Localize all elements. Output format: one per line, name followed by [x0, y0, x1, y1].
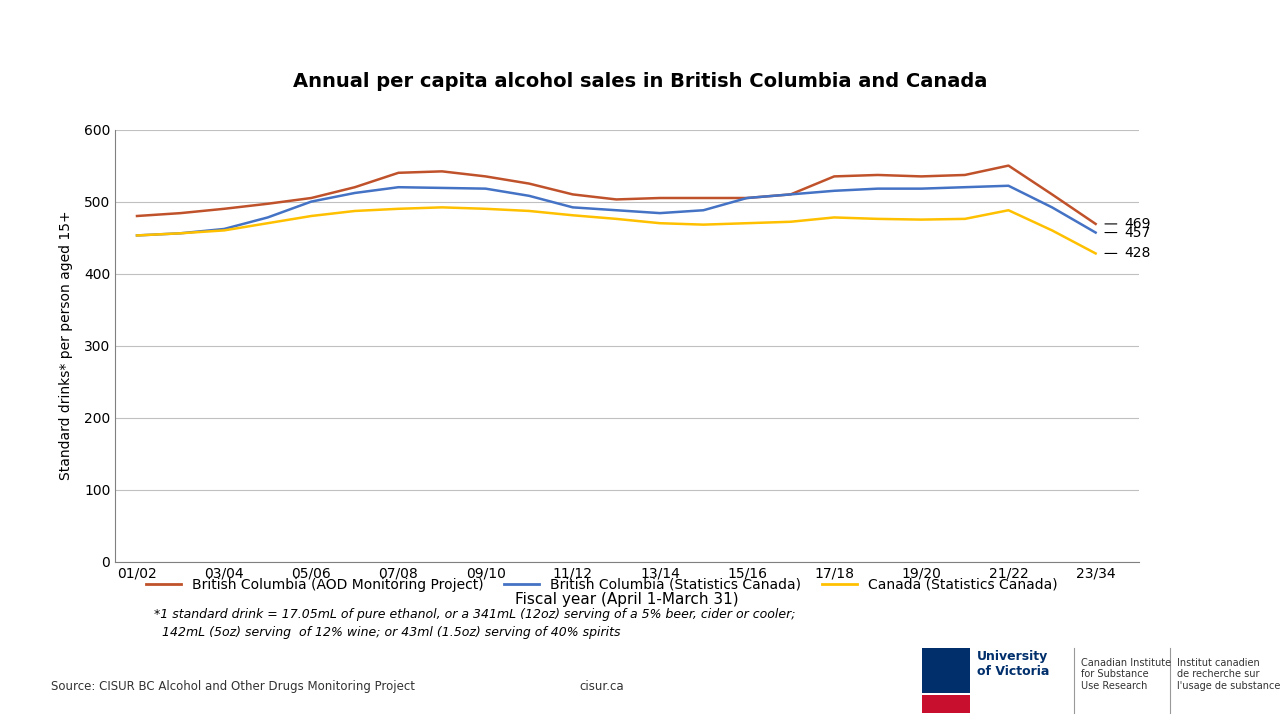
Y-axis label: Standard drinks* per person aged 15+: Standard drinks* per person aged 15+: [59, 211, 73, 480]
Text: 469: 469: [1124, 217, 1151, 231]
Text: Annual per capita alcohol sales in British Columbia and Canada: Annual per capita alcohol sales in Briti…: [293, 72, 987, 91]
X-axis label: Fiscal year (April 1-March 31): Fiscal year (April 1-March 31): [516, 592, 739, 606]
Text: 142mL (5oz) serving  of 12% wine; or 43ml (1.5oz) serving of 40% spirits: 142mL (5oz) serving of 12% wine; or 43ml…: [154, 626, 620, 639]
Text: 428: 428: [1124, 246, 1151, 261]
Text: Canadian Institute
for Substance
Use Research: Canadian Institute for Substance Use Res…: [1080, 658, 1171, 691]
Text: 457: 457: [1124, 225, 1151, 240]
Text: Source: CISUR BC Alcohol and Other Drugs Monitoring Project: Source: CISUR BC Alcohol and Other Drugs…: [51, 680, 415, 693]
Text: Institut canadien
de recherche sur
l'usage de substances: Institut canadien de recherche sur l'usa…: [1178, 658, 1280, 691]
Text: cisur.ca: cisur.ca: [580, 680, 623, 693]
Text: *1 standard drink = 17.05mL of pure ethanol, or a 341mL (12oz) serving of a 5% b: *1 standard drink = 17.05mL of pure etha…: [154, 608, 795, 621]
Legend: British Columbia (AOD Monitoring Project), British Columbia (Statistics Canada),: British Columbia (AOD Monitoring Project…: [141, 572, 1062, 598]
Text: University
of Victoria: University of Victoria: [977, 650, 1050, 678]
